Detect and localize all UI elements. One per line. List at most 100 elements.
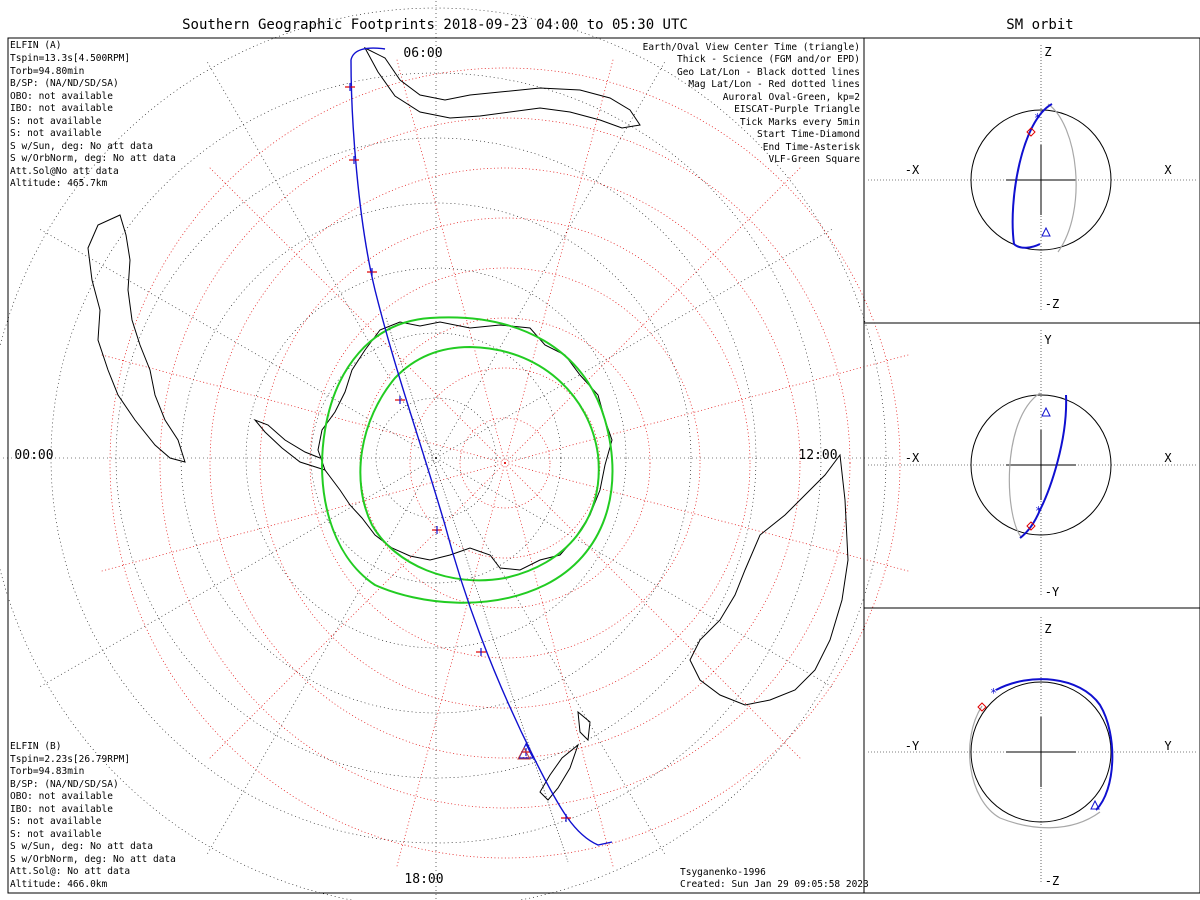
geo-latitude-circle — [0, 7, 887, 900]
coastline-antarctica — [317, 321, 613, 571]
mag-longitude-line — [504, 57, 615, 464]
satellite-track — [345, 47, 613, 863]
mag-longitude-line — [395, 462, 506, 869]
mag-longitude-line — [99, 353, 506, 464]
created-label: Created: Sun Jan 29 09:05:58 2023 — [680, 879, 869, 890]
orbit-panel-3-left-label: -Y — [905, 739, 920, 753]
mag-latitude-circle — [209, 167, 801, 759]
elfin-a-line: S: not available — [10, 116, 102, 127]
elfin-b-name: ELFIN (B) — [10, 741, 61, 752]
orbit-path-blue — [1011, 103, 1053, 249]
orbit-path-blue — [995, 678, 1114, 811]
elfin-b-line: Att.Sol@: No att data — [10, 866, 130, 877]
view-center-triangle — [1041, 406, 1051, 417]
elfin-a-line: Altitude: 465.7km — [10, 178, 108, 189]
orbit-panel-frame — [863, 37, 1200, 894]
start-diamond — [1026, 521, 1036, 531]
legend-entry: Auroral Oval-Green, kp=2 — [723, 92, 860, 103]
geo-grid — [0, 0, 896, 900]
orbit-path-blue — [1019, 394, 1068, 539]
coastline-australia — [689, 453, 849, 706]
mag-longitude-line — [207, 462, 506, 761]
elfin-b-line: Tspin=2.23s[26.79RPM] — [10, 754, 130, 765]
mag-latitude-circle — [259, 217, 751, 709]
elfin-b-line: OBO: not available — [10, 791, 113, 802]
orbit-panel-2-left-label: -X — [905, 451, 920, 465]
coastline-antarctic-peninsula — [253, 418, 326, 471]
earth-circle — [970, 394, 1112, 536]
orbit-panel-2-bottom-label: -Y — [1045, 585, 1060, 599]
view-center-triangle — [517, 746, 531, 760]
mag-latitude-circle — [459, 417, 551, 509]
orbit-panel-2-right-label: X — [1164, 451, 1172, 465]
orbit-panel-1-left-label: -X — [905, 163, 920, 177]
figure-title: Southern Geographic Footprints 2018-09-2… — [182, 17, 688, 33]
orbit-panel-3-bottom-label: -Z — [1045, 874, 1059, 888]
orbit-path-gray — [1047, 103, 1077, 253]
hour-label-left: 00:00 — [14, 448, 53, 463]
orbit-title: SM orbit — [1006, 17, 1073, 33]
hour-label-right: 12:00 — [798, 448, 837, 463]
model-label: Tsyganenko-1996 — [680, 867, 766, 878]
start-diamond — [1026, 127, 1036, 137]
mag-longitude-line — [395, 57, 506, 464]
elfin-a-line: S w/Sun, deg: No att data — [10, 141, 153, 152]
geo-latitude-circle — [180, 202, 692, 714]
legend-entry: Thick - Science (FGM and/or EPD) — [677, 54, 860, 65]
mag-latitude-circle — [159, 117, 851, 809]
mag-latitude-circle — [309, 267, 701, 659]
legend-entry: Mag Lat/Lon - Red dotted lines — [688, 79, 860, 90]
elfin-a-line: B/SP: (NA/ND/SD/SA) — [10, 78, 119, 89]
mag-longitude-line — [99, 462, 506, 573]
mag-longitude-line — [504, 165, 803, 464]
geo-longitude-line — [37, 457, 437, 689]
end-asterisk: * — [1034, 111, 1041, 125]
footprint-map — [0, 0, 911, 900]
view-center-triangle — [1041, 226, 1051, 237]
orbit-panel-2-top-label: Y — [1044, 333, 1052, 347]
mag-longitude-line — [504, 462, 803, 761]
hour-label-top: 06:00 — [403, 46, 442, 61]
elfin-a-name: ELFIN (A) — [10, 40, 61, 51]
orbit-panel-1-bottom-label: -Z — [1045, 297, 1059, 311]
orbit-panel-1-right-label: X — [1164, 163, 1172, 177]
geo-longitude-line — [435, 59, 667, 459]
end-asterisk: * — [1035, 504, 1042, 518]
elfin-a-line: OBO: not available — [10, 91, 113, 102]
orbit-path-gray — [969, 705, 1101, 829]
elfin-a-track — [350, 47, 613, 846]
elfin-b-info: ELFIN (B) Tspin=2.23s[26.79RPM] Torb=94.… — [10, 741, 176, 890]
legend-entry: Tick Marks every 5min — [740, 117, 860, 128]
elfin-a-line: Att.Sol@No att data — [10, 166, 119, 177]
legend-entry: Start Time-Diamond — [757, 129, 860, 140]
elfin-a-info: ELFIN (A) Tspin=13.3s[4.500RPM] Torb=94.… — [10, 40, 176, 189]
mag-latitude-circle — [409, 367, 601, 559]
geo-longitude-line — [435, 457, 667, 857]
mag-longitude-line — [504, 353, 911, 464]
orbit-panel-1-top-label: Z — [1044, 45, 1051, 59]
elfin-b-line: IBO: not available — [10, 804, 113, 815]
geo-latitude-circle — [245, 267, 627, 649]
legend-entry: End Time-Asterisk — [763, 142, 861, 153]
mag-latitude-circle — [109, 67, 901, 859]
geo-longitude-line — [435, 457, 835, 689]
sm-orbit-panels: * * * Z -Z -X X Y -Y -X X Z -Z -Y Y — [863, 37, 1200, 894]
start-diamond — [977, 702, 987, 712]
view-center-triangle — [1090, 799, 1100, 810]
geo-longitude-line — [205, 457, 437, 857]
coastline-africa — [363, 46, 641, 129]
legend: Earth/Oval View Center Time (triangle) T… — [643, 42, 861, 165]
elfin-b-line: S: not available — [10, 829, 102, 840]
end-asterisk: * — [990, 686, 997, 700]
orbit-panel-3-right-label: Y — [1164, 739, 1172, 753]
coastline-new-zealand — [539, 743, 580, 801]
elfin-b-line: S w/OrbNorm, deg: No att data — [10, 854, 176, 865]
elfin-b-line: B/SP: (NA/ND/SD/SA) — [10, 779, 119, 790]
elfin-b-line: S w/Sun, deg: No att data — [10, 841, 153, 852]
elfin-b-line: Altitude: 466.0km — [10, 879, 108, 890]
elfin-a-line: Tspin=13.3s[4.500RPM] — [10, 53, 130, 64]
elfin-b-line: Torb=94.83min — [10, 766, 84, 777]
coastlines — [87, 46, 849, 801]
legend-entry: EISCAT-Purple Triangle — [734, 104, 860, 115]
geo-longitude-line — [205, 59, 437, 459]
